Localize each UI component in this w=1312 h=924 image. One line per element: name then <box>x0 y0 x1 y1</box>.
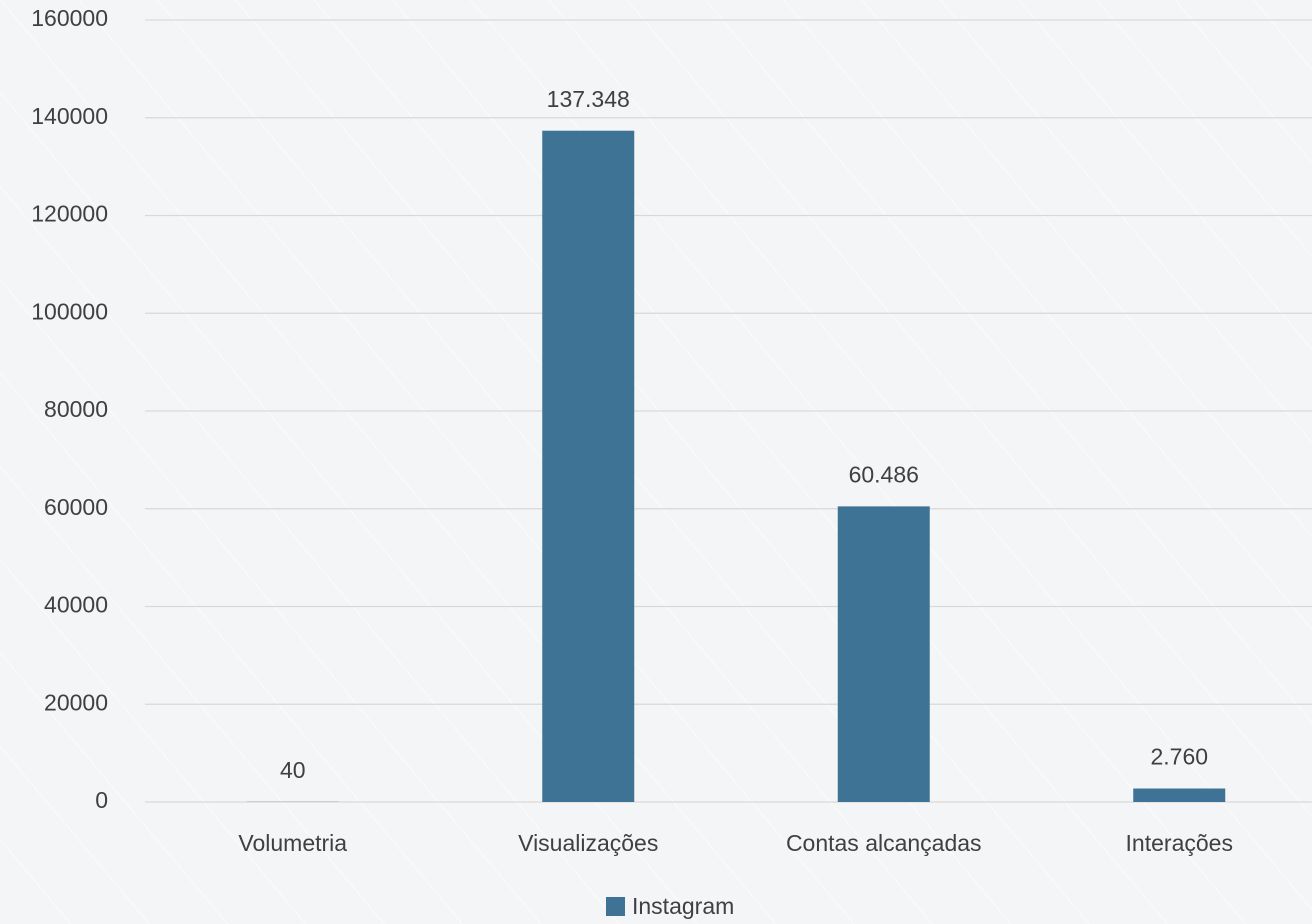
x-tick-label: Interações <box>1126 830 1233 856</box>
y-tick-label: 0 <box>95 787 108 813</box>
bar <box>1133 788 1226 802</box>
data-label: 2.760 <box>1150 744 1208 770</box>
y-tick-label: 120000 <box>31 201 108 227</box>
x-tick-label: Volumetria <box>238 830 347 856</box>
y-tick-label: 40000 <box>44 592 108 618</box>
x-tick-label: Contas alcançadas <box>786 830 982 856</box>
y-tick-label: 140000 <box>31 103 108 129</box>
y-tick-label: 100000 <box>31 298 108 324</box>
y-tick-label: 60000 <box>44 494 108 520</box>
legend-swatch <box>606 897 625 916</box>
data-label: 137.348 <box>547 86 630 112</box>
y-tick-label: 20000 <box>44 689 108 715</box>
data-label: 60.486 <box>849 461 919 487</box>
y-tick-label: 160000 <box>31 5 108 31</box>
data-label: 40 <box>280 757 306 783</box>
legend-label: Instagram <box>632 893 734 919</box>
bar <box>542 130 635 802</box>
x-tick-label: Visualizações <box>518 830 658 856</box>
y-tick-label: 80000 <box>44 396 108 422</box>
bar <box>837 506 930 802</box>
